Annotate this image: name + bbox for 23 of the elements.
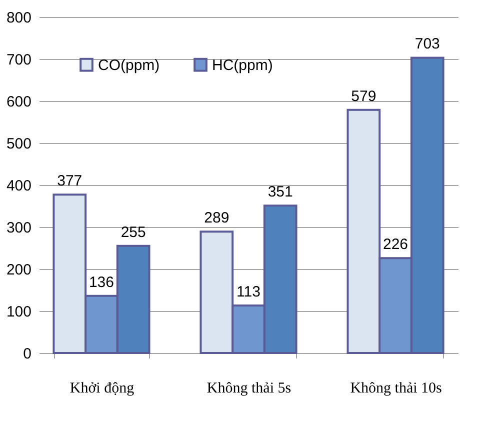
y-tick-label: 700 <box>6 52 32 68</box>
x-tick-label: Không thải 5s <box>206 380 292 396</box>
legend-label: HC(ppm) <box>212 56 273 74</box>
data-label: 289 <box>204 210 230 227</box>
y-tick-label: 800 <box>6 10 32 26</box>
data-label: 579 <box>351 88 376 105</box>
y-tick-label: 0 <box>23 346 32 362</box>
data-label: 255 <box>120 224 146 241</box>
y-tick-label: 500 <box>6 136 32 152</box>
y-tick-label: 100 <box>6 304 32 320</box>
x-tick-label: Khởi động <box>70 380 135 396</box>
data-label: 377 <box>57 172 82 190</box>
y-tick-label: 200 <box>6 262 32 278</box>
data-label: 351 <box>268 184 293 201</box>
data-label: 136 <box>88 274 114 291</box>
data-label: 113 <box>236 284 260 301</box>
y-tick-label: 300 <box>6 220 32 236</box>
data-label: 703 <box>414 36 440 53</box>
legend-label: CO(ppm) <box>98 56 160 74</box>
y-tick-label: 600 <box>6 94 32 110</box>
x-tick-label: Không thải 10s <box>350 380 442 396</box>
data-label: 226 <box>383 236 408 254</box>
y-tick-label: 400 <box>6 178 32 194</box>
